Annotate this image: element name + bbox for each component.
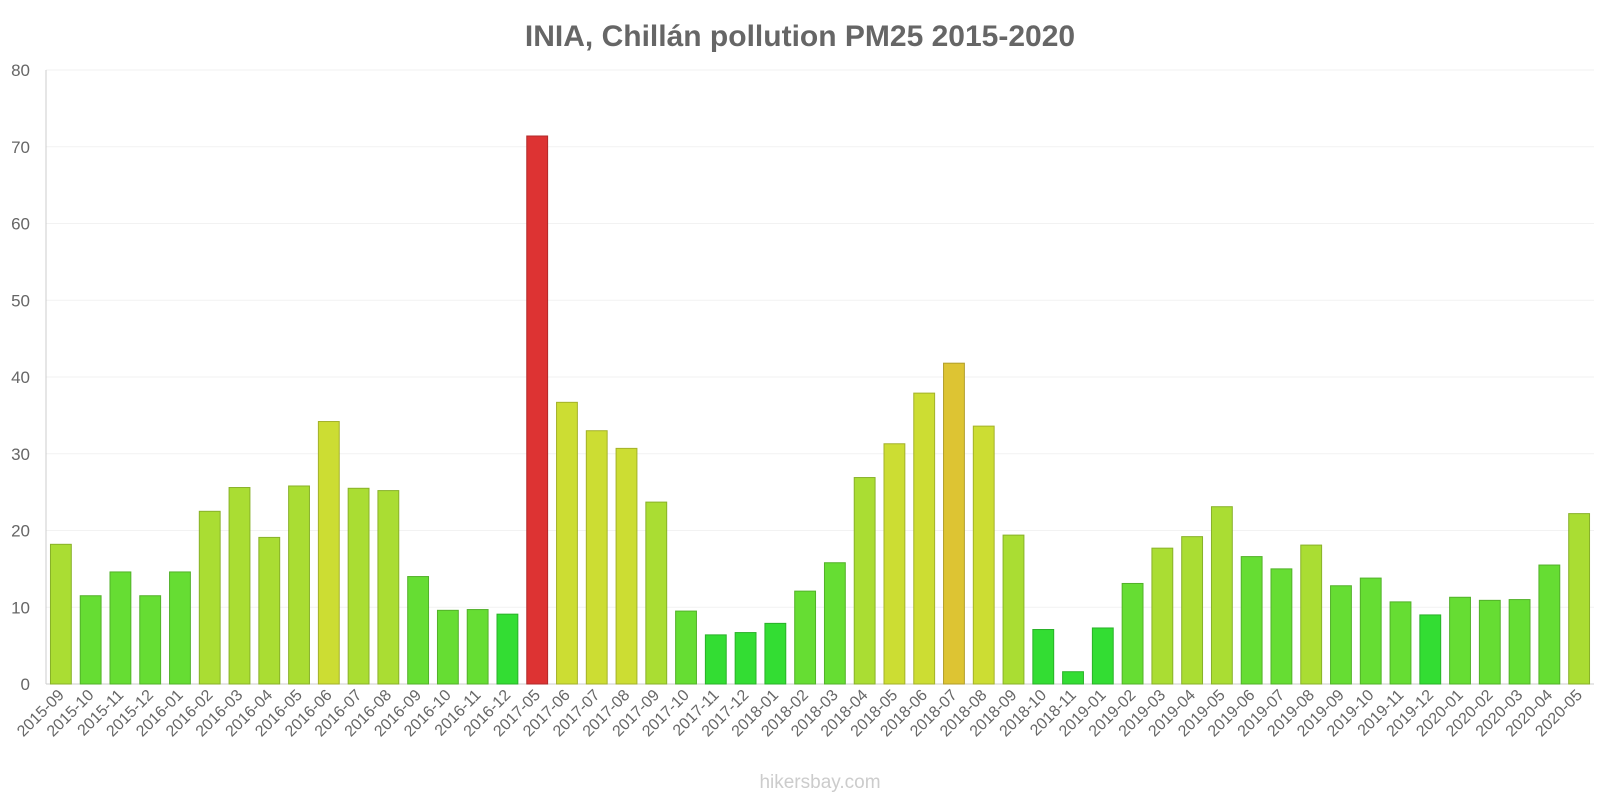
bar-2019-06[interactable] (1240, 556, 1263, 685)
bar-2017-11[interactable] (704, 634, 727, 685)
bar-2016-05[interactable] (288, 485, 310, 685)
bar-2016-10[interactable] (436, 609, 459, 685)
bar-2019-11[interactable] (1389, 601, 1412, 685)
x-axis-ticks: 2015-092015-102015-112015-122016-012016-… (14, 687, 1586, 741)
bar-2020-02[interactable] (1478, 599, 1501, 685)
bar-2016-08[interactable] (377, 490, 400, 685)
bar-2016-11[interactable] (466, 609, 489, 685)
bar-2018-06[interactable] (913, 392, 936, 685)
y-tick-label: 70 (11, 138, 30, 157)
footer-credit[interactable]: hikersbay.com (759, 772, 880, 793)
bar-2017-05[interactable] (526, 135, 549, 685)
bar-2016-06[interactable] (317, 421, 340, 685)
bar-2018-09[interactable] (1002, 534, 1025, 685)
bar-2015-10[interactable] (79, 595, 102, 685)
y-tick-label: 30 (11, 445, 30, 464)
bar-2015-09[interactable] (49, 543, 72, 685)
bar-2017-07[interactable] (585, 430, 608, 685)
bar-2016-02[interactable] (198, 510, 221, 685)
bar-2015-12[interactable] (139, 595, 162, 685)
y-tick-label: 50 (11, 291, 30, 310)
y-axis-ticks: 0 10 20 30 40 50 60 70 80 (11, 61, 30, 694)
bar-2016-09[interactable] (407, 576, 430, 685)
bar-2018-08[interactable] (972, 425, 995, 685)
bar-2016-12[interactable] (496, 613, 519, 685)
bar-2019-01[interactable] (1091, 627, 1114, 685)
y-tick-label: 0 (21, 675, 30, 694)
bar-2019-02[interactable] (1121, 582, 1144, 685)
bar-2019-09[interactable] (1330, 585, 1352, 685)
y-tick-label: 80 (11, 61, 30, 80)
bar-2020-05[interactable] (1568, 513, 1591, 685)
bar-2016-01[interactable] (169, 571, 191, 685)
bar-2019-03[interactable] (1151, 547, 1174, 685)
bar-2017-08[interactable] (615, 447, 638, 685)
y-tick-label: 20 (11, 522, 30, 541)
bar-2018-07[interactable] (943, 362, 965, 685)
bar-2019-12[interactable] (1419, 614, 1442, 685)
y-tick-label: 10 (11, 598, 30, 617)
grid-lines (46, 69, 1594, 608)
chart-title: INIA, Chillán pollution PM25 2015-2020 (525, 20, 1075, 53)
bar-2019-10[interactable] (1359, 577, 1382, 685)
bar-2016-07[interactable] (347, 487, 370, 685)
bar-2018-05[interactable] (883, 443, 906, 685)
bar-2019-04[interactable] (1181, 536, 1204, 685)
y-tick-label: 40 (11, 368, 30, 387)
bar-2017-10[interactable] (675, 610, 697, 685)
bar-2019-05[interactable] (1210, 506, 1233, 685)
bar-2018-10[interactable] (1032, 629, 1055, 685)
bar-2017-12[interactable] (734, 632, 757, 685)
bar-2018-03[interactable] (823, 562, 846, 685)
bar-2018-01[interactable] (764, 622, 787, 685)
bar-2017-09[interactable] (645, 501, 668, 685)
bar-2020-01[interactable] (1449, 596, 1471, 685)
y-tick-label: 60 (11, 215, 30, 234)
bar-2017-06[interactable] (556, 401, 578, 685)
bar-2016-04[interactable] (258, 536, 281, 685)
bar-2020-04[interactable] (1538, 564, 1561, 685)
bar-2019-07[interactable] (1270, 568, 1293, 685)
bar-2018-02[interactable] (794, 590, 817, 685)
bar-2018-04[interactable] (853, 477, 876, 685)
bars (49, 135, 1591, 685)
bar-2016-03[interactable] (228, 487, 251, 685)
bar-2015-11[interactable] (109, 571, 132, 685)
bar-2019-08[interactable] (1300, 544, 1323, 685)
bar-2018-11[interactable] (1062, 671, 1084, 685)
bar-2020-03[interactable] (1508, 599, 1531, 685)
